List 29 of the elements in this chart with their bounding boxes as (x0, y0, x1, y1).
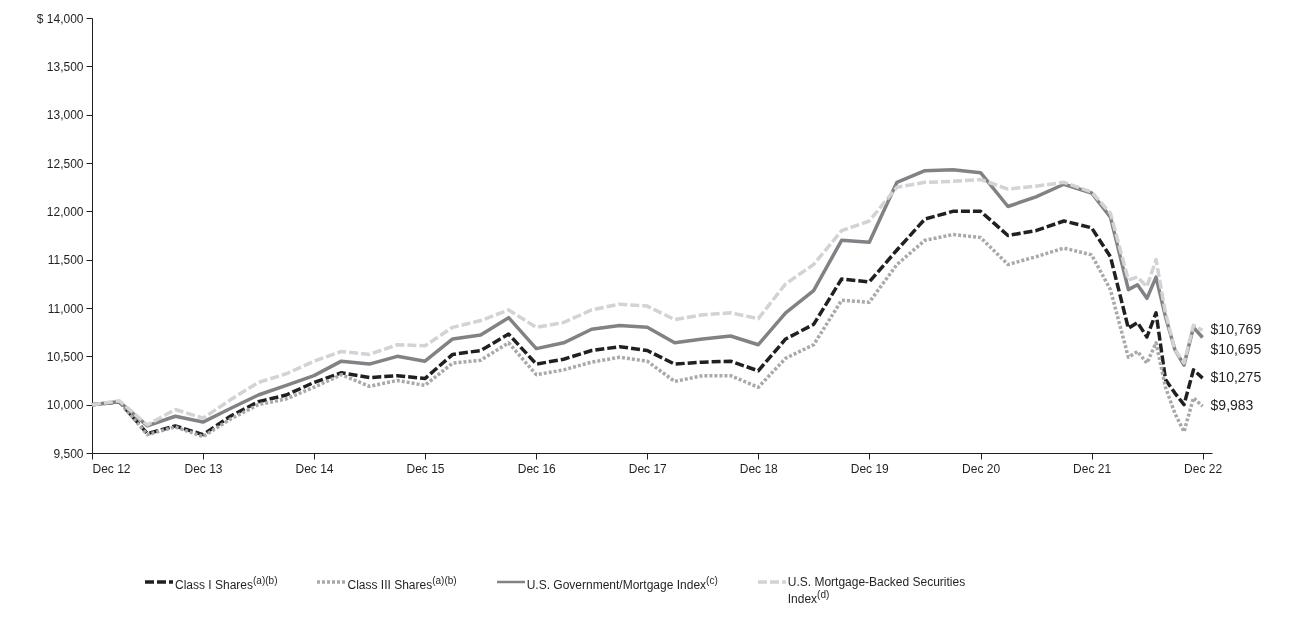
x-tick-label: Dec 12 (92, 461, 131, 476)
x-tick-label: Dec 18 (739, 461, 779, 476)
y-tick-label: 10,000 (46, 398, 84, 413)
x-tick-label: Dec 16 (517, 461, 557, 476)
x-tick-label: Dec 14 (295, 461, 334, 476)
x-tick-label: Dec 21 (1073, 461, 1112, 476)
y-tick-label: 12,000 (46, 204, 84, 219)
y-tick-label: 12,500 (46, 156, 84, 171)
x-tick-label: Dec 13 (184, 461, 223, 476)
y-tick-label: 11,000 (47, 301, 84, 316)
legend-label: U.S. Mortgage-Backed Securities Index$^{(d)}$ (787, 575, 967, 606)
y-tick-label: 10,500 (46, 349, 84, 364)
x-tick-label: Dec 22 (1184, 461, 1223, 476)
data-label: $9,983 (1210, 397, 1254, 414)
y-tick-label: $ 14,000 (36, 11, 84, 26)
y-tick-label: 13,000 (46, 108, 84, 123)
x-tick-label: Dec 15 (406, 461, 445, 476)
x-tick-label: Dec 19 (850, 461, 890, 476)
legend-label: U.S. Government/Mortgage Index$^{(c)}$ (526, 575, 718, 592)
y-tick-label: 11,500 (47, 253, 84, 268)
y-tick-label: 9,500 (53, 446, 84, 461)
x-tick-label: Dec 20 (962, 461, 1001, 476)
x-tick-label: Dec 17 (628, 461, 668, 476)
y-tick-label: 13,500 (46, 59, 84, 74)
data-label: $10,275 (1210, 369, 1262, 386)
data-label: $10,769 (1210, 321, 1262, 338)
data-label: $10,695 (1210, 341, 1262, 358)
legend-label: Class III Shares$^{(a)(b)}$ (347, 575, 457, 592)
legend-label: Class I Shares$^{(a)(b)}$ (175, 575, 278, 592)
